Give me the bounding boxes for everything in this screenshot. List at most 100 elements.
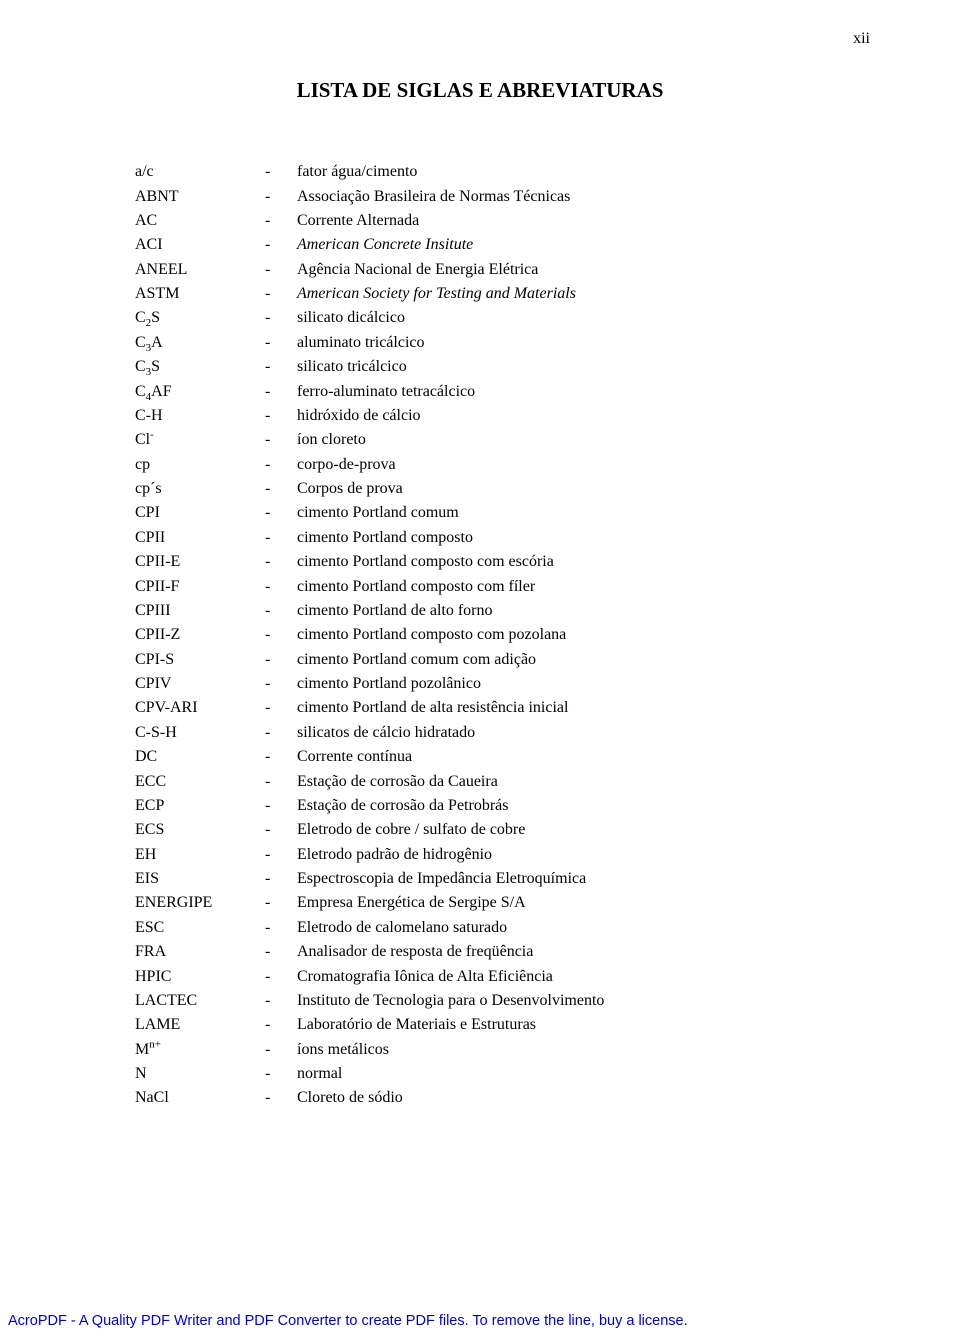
dash-cell: - [265, 867, 297, 891]
desc-cell: cimento Portland composto [297, 526, 825, 550]
desc-cell: Eletrodo de cobre / sulfato de cobre [297, 818, 825, 842]
abbr-cell: ANEEL [135, 258, 265, 282]
table-row: C3S-silicato tricálcico [135, 355, 825, 379]
abbr-cell: HPIC [135, 964, 265, 988]
table-row: N-normal [135, 1062, 825, 1086]
dash-cell: - [265, 501, 297, 525]
dash-cell: - [265, 672, 297, 696]
table-row: AC-Corrente Alternada [135, 209, 825, 233]
desc-cell: Eletrodo de calomelano saturado [297, 916, 825, 940]
desc-cell: American Society for Testing and Materia… [297, 282, 825, 306]
table-row: ANEEL-Agência Nacional de Energia Elétri… [135, 258, 825, 282]
desc-cell: cimento Portland composto com fíler [297, 574, 825, 598]
dash-cell: - [265, 696, 297, 720]
dash-cell: - [265, 331, 297, 355]
dash-cell: - [265, 989, 297, 1013]
desc-cell: Eletrodo padrão de hidrogênio [297, 843, 825, 867]
dash-cell: - [265, 306, 297, 330]
dash-cell: - [265, 160, 297, 184]
table-row: ABNT-Associação Brasileira de Normas Téc… [135, 184, 825, 208]
table-row: ENERGIPE-Empresa Energética de Sergipe S… [135, 891, 825, 915]
desc-cell: Cromatografia Iônica de Alta Eficiência [297, 964, 825, 988]
desc-cell: cimento Portland comum [297, 501, 825, 525]
abbr-cell: EH [135, 843, 265, 867]
desc-cell: cimento Portland comum com adição [297, 648, 825, 672]
table-row: CPIV-cimento Portland pozolânico [135, 672, 825, 696]
table-row: EIS-Espectroscopia de Impedância Eletroq… [135, 867, 825, 891]
abbr-cell: ECS [135, 818, 265, 842]
dash-cell: - [265, 623, 297, 647]
footer-watermark: AcroPDF - A Quality PDF Writer and PDF C… [8, 1313, 688, 1329]
desc-cell: American Concrete Insitute [297, 233, 825, 257]
desc-cell: hidróxido de cálcio [297, 404, 825, 428]
dash-cell: - [265, 404, 297, 428]
abbr-cell: NaCl [135, 1086, 265, 1110]
abbr-cell: CPIII [135, 599, 265, 623]
abbr-cell: C2S [135, 306, 265, 330]
dash-cell: - [265, 599, 297, 623]
desc-cell: Corrente contínua [297, 745, 825, 769]
desc-cell: Corpos de prova [297, 477, 825, 501]
desc-cell: cimento Portland pozolânico [297, 672, 825, 696]
table-row: ACI-American Concrete Insitute [135, 233, 825, 257]
abbr-cell: ABNT [135, 184, 265, 208]
table-row: EH-Eletrodo padrão de hidrogênio [135, 843, 825, 867]
abbr-cell: ECP [135, 794, 265, 818]
desc-cell: aluminato tricálcico [297, 331, 825, 355]
table-row: ASTM-American Society for Testing and Ma… [135, 282, 825, 306]
table-row: C-S-H-silicatos de cálcio hidratado [135, 721, 825, 745]
desc-cell: cimento Portland composto com pozolana [297, 623, 825, 647]
desc-cell: corpo-de-prova [297, 453, 825, 477]
table-row: NaCl-Cloreto de sódio [135, 1086, 825, 1110]
dash-cell: - [265, 355, 297, 379]
dash-cell: - [265, 964, 297, 988]
table-row: CPII-F-cimento Portland composto com fíl… [135, 574, 825, 598]
dash-cell: - [265, 916, 297, 940]
abbr-cell: CPII-Z [135, 623, 265, 647]
dash-cell: - [265, 818, 297, 842]
desc-cell: Agência Nacional de Energia Elétrica [297, 258, 825, 282]
abbr-cell: C3S [135, 355, 265, 379]
abbr-cell: CPII-F [135, 574, 265, 598]
desc-cell: Espectroscopia de Impedância Eletroquími… [297, 867, 825, 891]
desc-cell: cimento Portland de alta resistência ini… [297, 696, 825, 720]
desc-cell: Associação Brasileira de Normas Técnicas [297, 184, 825, 208]
dash-cell: - [265, 379, 297, 403]
table-row: C-H-hidróxido de cálcio [135, 404, 825, 428]
abbr-cell: CPI [135, 501, 265, 525]
dash-cell: - [265, 745, 297, 769]
table-row: LAME-Laboratório de Materiais e Estrutur… [135, 1013, 825, 1037]
abbr-cell: ENERGIPE [135, 891, 265, 915]
table-row: cp-corpo-de-prova [135, 453, 825, 477]
abbr-cell: ECC [135, 769, 265, 793]
abbr-cell: Mn+ [135, 1038, 265, 1062]
desc-cell: silicato dicálcico [297, 306, 825, 330]
dash-cell: - [265, 209, 297, 233]
dash-cell: - [265, 258, 297, 282]
dash-cell: - [265, 574, 297, 598]
table-row: CPI-S-cimento Portland comum com adição [135, 648, 825, 672]
desc-cell: cimento Portland de alto forno [297, 599, 825, 623]
table-row: Cl--íon cloreto [135, 428, 825, 452]
desc-cell: Analisador de resposta de freqüência [297, 940, 825, 964]
table-row: a/c-fator água/cimento [135, 160, 825, 184]
abbr-cell: CPII-E [135, 550, 265, 574]
abbr-cell: C4AF [135, 379, 265, 403]
abbr-cell: LAME [135, 1013, 265, 1037]
abbr-cell: CPIV [135, 672, 265, 696]
table-row: Mn+-íons metálicos [135, 1038, 825, 1062]
abbreviation-table: a/c-fator água/cimentoABNT-Associação Br… [135, 160, 825, 1111]
dash-cell: - [265, 1038, 297, 1062]
desc-cell: Empresa Energética de Sergipe S/A [297, 891, 825, 915]
dash-cell: - [265, 721, 297, 745]
abbr-cell: cp´s [135, 477, 265, 501]
table-row: FRA-Analisador de resposta de freqüência [135, 940, 825, 964]
abbr-cell: AC [135, 209, 265, 233]
dash-cell: - [265, 282, 297, 306]
abbr-cell: DC [135, 745, 265, 769]
dash-cell: - [265, 526, 297, 550]
table-row: C3A-aluminato tricálcico [135, 331, 825, 355]
table-row: ECC-Estação de corrosão da Caueira [135, 769, 825, 793]
table-row: CPII-E-cimento Portland composto com esc… [135, 550, 825, 574]
desc-cell: Cloreto de sódio [297, 1086, 825, 1110]
